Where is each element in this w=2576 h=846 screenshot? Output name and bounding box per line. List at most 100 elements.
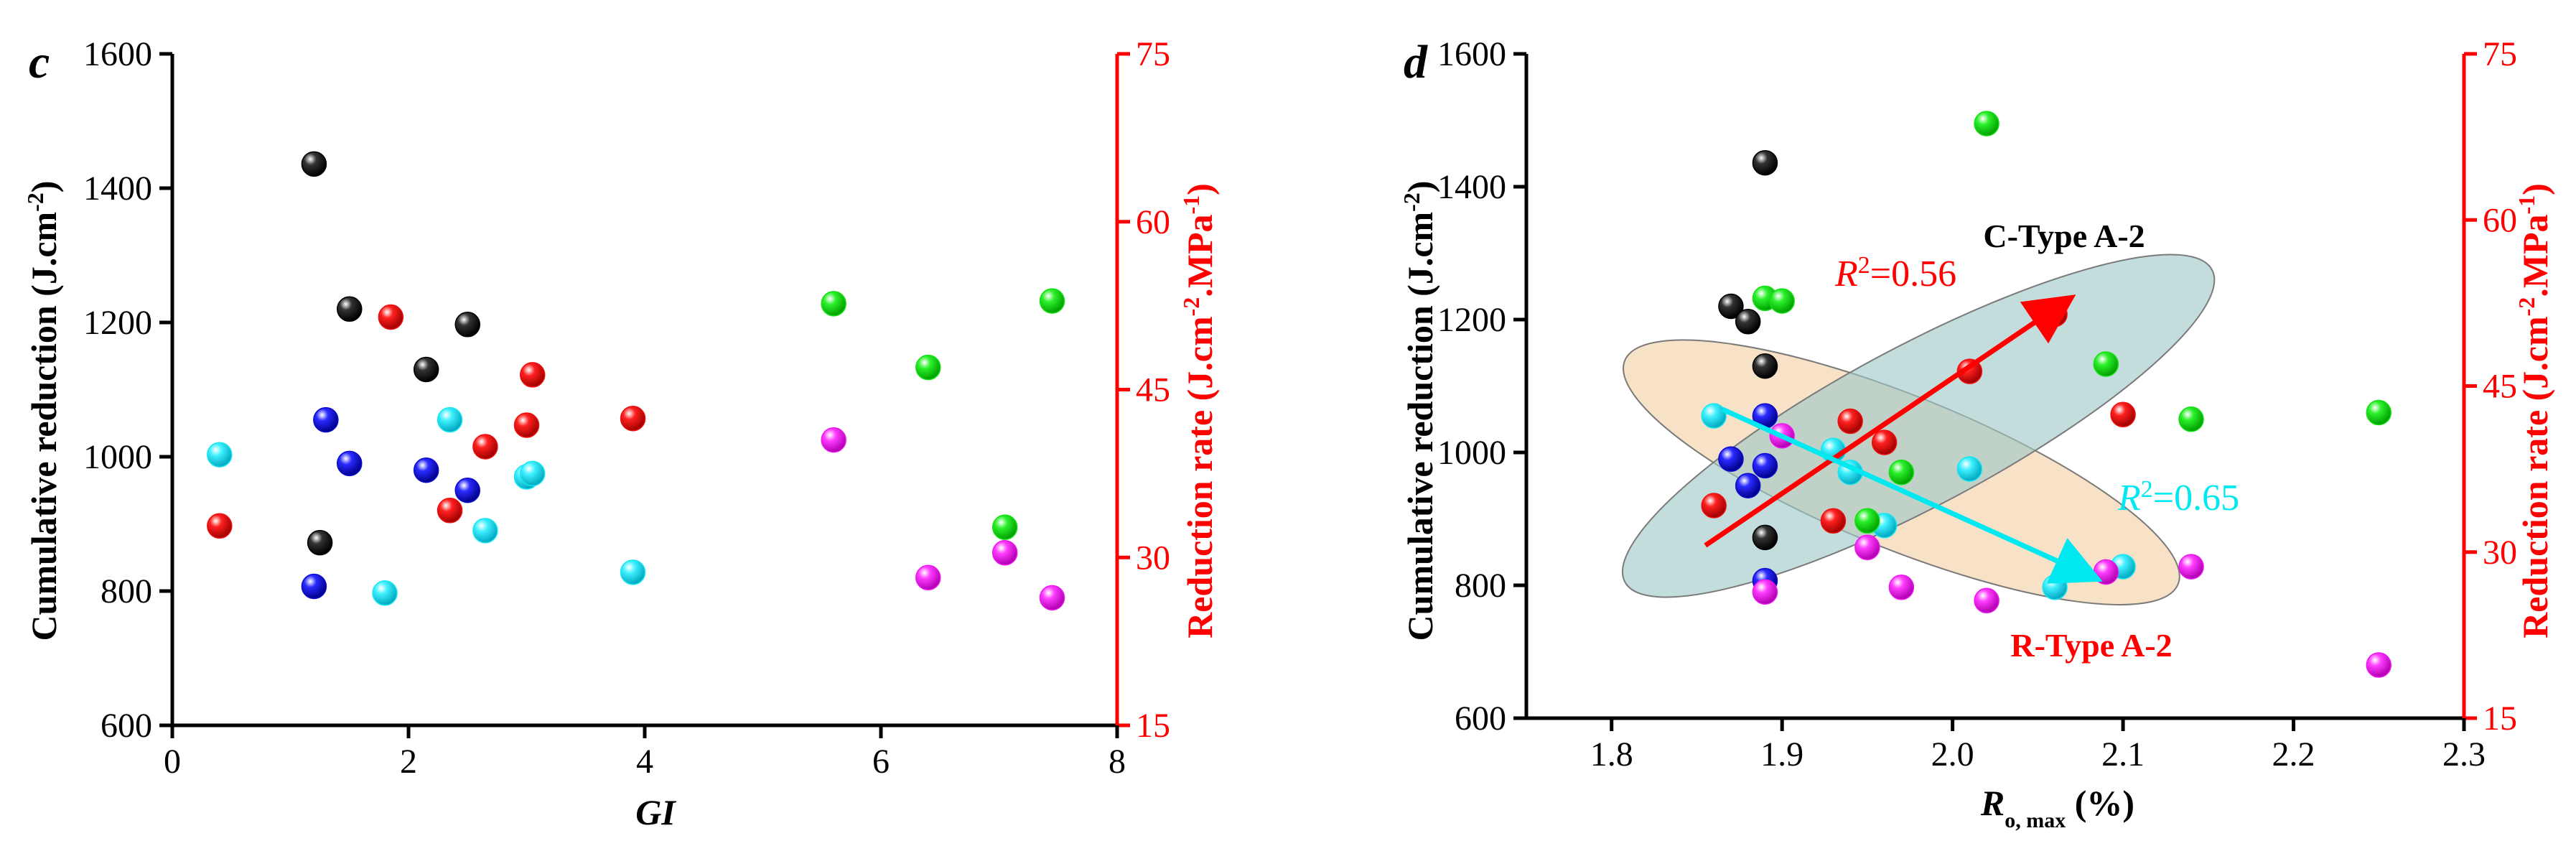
y2-tick-label: 75: [1136, 35, 1170, 73]
point-black: [1735, 309, 1761, 335]
panel-c-axes: 600 800 1000 1200 1400 1600 15 30 45 60 75 0 2 4 6 8: [83, 35, 1170, 781]
y-tick-label: 600: [1455, 699, 1506, 738]
panel-d-y-axis-title: Cumulative reduction (J.cm-2): [1399, 181, 1440, 641]
y2-tick-label: 30: [2483, 534, 2517, 572]
panel-d-y2-axis-title: Reduction rate (J.cm-2.MPa-1): [2514, 183, 2555, 638]
panel-d-points: [1701, 111, 2392, 678]
y-tick-label: 600: [101, 707, 152, 745]
point-blue: [1718, 446, 1744, 472]
point-green: [1769, 288, 1795, 314]
point-cyan: [620, 559, 646, 585]
x-tick-label: 2.0: [1931, 735, 1974, 773]
point-blue: [454, 478, 480, 503]
point-red: [1820, 508, 1847, 534]
point-green: [1039, 288, 1065, 314]
panel-d-x-axis-title: Ro, max (%): [1980, 783, 2134, 832]
point-magenta: [2178, 554, 2204, 580]
y-tick-label: 1200: [83, 304, 152, 342]
point-cyan: [2042, 575, 2068, 600]
y-tick-label: 1600: [1437, 35, 1506, 73]
point-black: [337, 296, 363, 322]
point-red: [620, 405, 646, 432]
y2-tick-label: 60: [1136, 203, 1170, 241]
point-red: [378, 304, 404, 330]
x-tick-label: 2: [400, 743, 417, 781]
red-trend-arrow: [1704, 294, 2076, 548]
point-magenta: [1888, 575, 1915, 600]
c-type-label: C-Type A-2: [1983, 218, 2145, 254]
point-red: [1701, 493, 1727, 519]
point-magenta: [1752, 579, 1778, 605]
point-black: [1752, 149, 1778, 176]
panel-c-x-axis-title: GI: [635, 792, 676, 832]
point-green: [1974, 111, 1999, 136]
point-green: [2366, 399, 2392, 426]
point-magenta: [1039, 585, 1065, 611]
point-green: [821, 291, 846, 317]
y2-tick-label: 45: [2483, 368, 2517, 406]
y2-tick-label: 75: [2483, 35, 2517, 73]
point-green: [2178, 406, 2204, 432]
x-tick-label: 1.9: [1760, 735, 1803, 773]
y2-tick-label: 60: [2483, 201, 2517, 239]
y-tick-label: 1400: [1437, 168, 1506, 206]
y-tick-label: 1600: [83, 35, 152, 73]
r2-red-label: R2=0.56: [1834, 252, 1956, 295]
panel-label-c: c: [29, 36, 50, 88]
point-magenta: [1974, 587, 1999, 614]
point-cyan: [207, 442, 233, 468]
y-tick-label: 1000: [1437, 434, 1506, 472]
x-tick-label: 2.1: [2101, 735, 2145, 773]
x-tick-label: 2.2: [2272, 735, 2315, 773]
panel-c-points: [207, 151, 1065, 611]
point-green: [1854, 508, 1880, 534]
x-tick-label: 0: [164, 743, 181, 781]
panel-d-axes: 600 800 1000 1200 1400 1600 15 30 45 60 75 1.8 1.9 2.…: [1437, 35, 2517, 773]
panel-c-y2-axis-title: Reduction rate (J.cm-2.MPa-1): [1178, 183, 1220, 638]
x-tick-label: 8: [1109, 743, 1126, 781]
x-tick-label: 2.3: [2442, 735, 2486, 773]
y2-tick-label: 15: [1136, 707, 1170, 745]
point-green: [915, 354, 941, 381]
cyan-trend-arrow: [1721, 406, 2103, 584]
point-blue: [313, 406, 339, 433]
point-blue: [1752, 452, 1778, 479]
point-black: [454, 312, 480, 338]
point-blue: [1735, 473, 1761, 498]
point-black: [413, 356, 439, 383]
point-blue: [413, 457, 439, 483]
point-cyan: [1956, 456, 1983, 482]
point-black: [1718, 293, 1744, 320]
y-tick-label: 800: [101, 572, 152, 610]
point-green: [991, 514, 1018, 540]
x-tick-label: 6: [872, 743, 890, 781]
y-tick-label: 1000: [83, 438, 152, 476]
point-red: [2110, 401, 2136, 428]
panel-c-y-axis-title: Cumulative reduction (J.cm-2): [22, 181, 64, 641]
y-tick-label: 1400: [83, 169, 152, 208]
point-blue: [301, 573, 327, 600]
point-red: [1837, 408, 1863, 434]
point-cyan: [472, 518, 498, 544]
point-red: [513, 412, 540, 438]
point-magenta: [915, 564, 941, 591]
point-cyan: [372, 580, 398, 606]
point-red: [207, 513, 233, 539]
point-magenta: [2093, 559, 2119, 585]
point-cyan: [1701, 403, 1727, 429]
x-tick-label: 4: [636, 743, 653, 781]
point-green: [2093, 351, 2119, 377]
y2-tick-label: 30: [1136, 539, 1170, 577]
panel-d: d 600 800 1000 1200 1400 1600 15 30 45 60 75 1.8 1.9…: [1399, 35, 2555, 832]
point-cyan: [519, 460, 546, 487]
r-type-label: R-Type A-2: [2010, 627, 2172, 664]
point-red: [472, 434, 498, 460]
point-red: [519, 362, 546, 388]
point-black: [1752, 524, 1778, 551]
point-black: [1752, 353, 1778, 379]
point-black: [307, 529, 333, 556]
point-cyan: [437, 406, 463, 433]
point-blue: [337, 450, 363, 477]
